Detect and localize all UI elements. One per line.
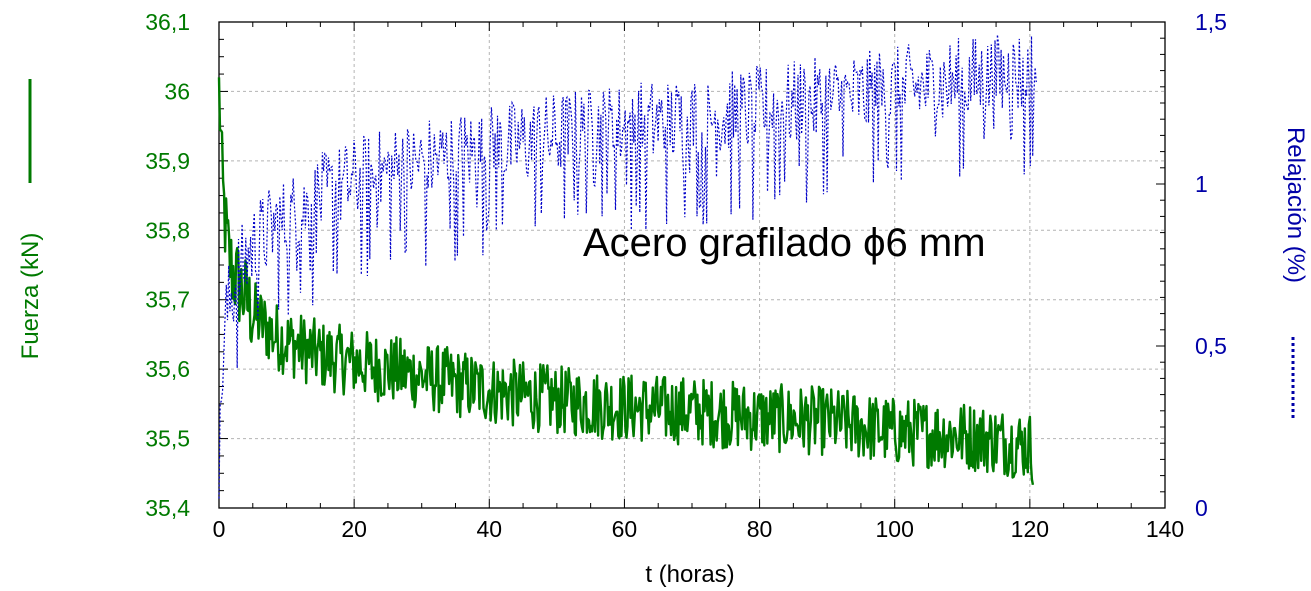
- y-left-axis-title: Fuerza (kN): [17, 233, 44, 360]
- series-relajacion: [218, 34, 1037, 499]
- x-axis-title: t (horas): [645, 561, 734, 588]
- x-tick-label: 100: [876, 516, 914, 542]
- plot-frame: [218, 21, 1166, 509]
- y-left-tick-label: 35,8: [145, 217, 190, 243]
- y-left-tick-label: 35,4: [145, 495, 190, 521]
- y-right-tick-label: 0: [1195, 495, 1208, 521]
- y-left-tick-label: 35,6: [145, 356, 190, 382]
- annotation-label: Acero grafilado ϕ6 mm: [583, 221, 986, 265]
- y-right-title-group: Relajación (%): [1282, 127, 1309, 420]
- fuerza-line: [217, 77, 1035, 486]
- y-left-tick-label: 35,9: [145, 148, 190, 174]
- y-right-tick-label: 1,5: [1195, 9, 1227, 35]
- x-tick-label: 120: [1011, 516, 1049, 542]
- series-fuerza: [217, 77, 1035, 486]
- y-left-tick-label: 36,1: [145, 9, 190, 35]
- x-tick-label: 0: [213, 516, 226, 542]
- x-tick-label: 80: [747, 516, 773, 542]
- y-left-tick-label: 35,7: [145, 287, 190, 313]
- relajacion-line: [218, 34, 1037, 499]
- x-tick-label: 20: [341, 516, 367, 542]
- y-right-tick-label: 1: [1195, 171, 1208, 197]
- grid-lines: [219, 22, 1165, 508]
- tick-labels: 0 20 40 60 80 100 120 140 35,4 35,5 35,6 35,7 35,8 35…: [145, 9, 1227, 542]
- x-tick-label: 140: [1146, 516, 1184, 542]
- x-tick-label: 40: [476, 516, 502, 542]
- y-left-tick-label: 35,5: [145, 426, 190, 452]
- y-left-title-group: Fuerza (kN): [17, 79, 44, 359]
- y-left-tick-label: 36: [164, 78, 190, 104]
- y-right-axis-title: Relajación (%): [1282, 127, 1309, 283]
- y-right-tick-label: 0,5: [1195, 333, 1227, 359]
- x-tick-label: 60: [612, 516, 638, 542]
